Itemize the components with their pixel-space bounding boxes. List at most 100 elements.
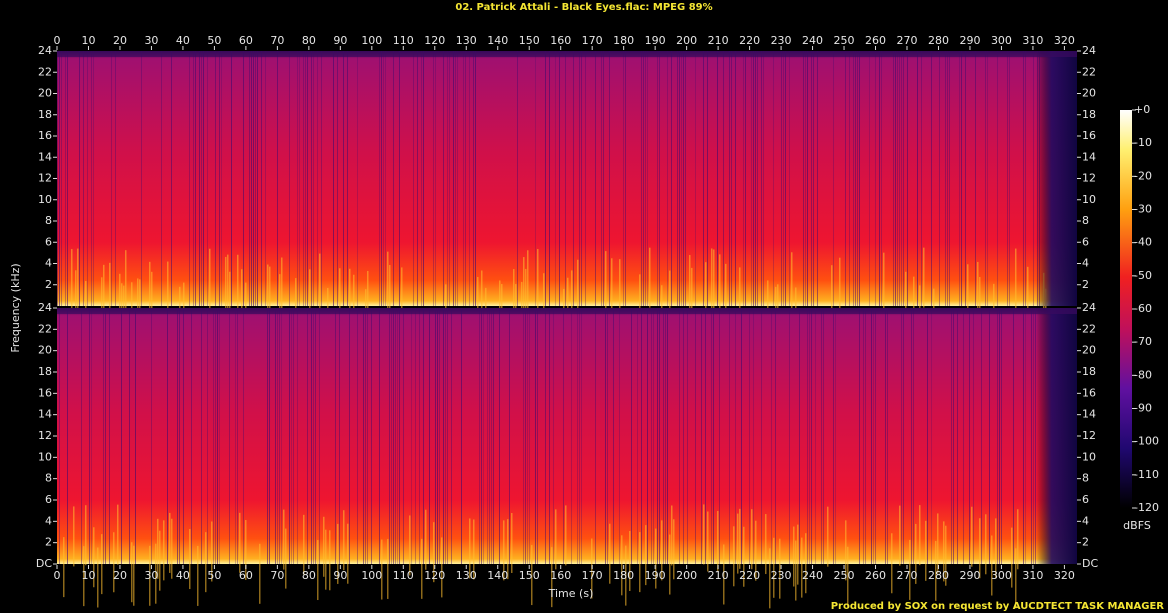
x-tick-label: 170 (582, 569, 603, 582)
y-tick-label: 2 (1082, 536, 1089, 549)
y-tick-label: DC (36, 557, 52, 570)
y-tick-label: 16 (38, 386, 52, 399)
fade (57, 308, 1077, 564)
x-tick-label: 140 (487, 34, 508, 47)
y-tick-label: 24 (38, 44, 52, 57)
colorbar-tick-label: +0 (1134, 103, 1150, 116)
streak (979, 277, 981, 338)
x-tick-label: 40 (176, 34, 190, 47)
x-tick-label: 160 (550, 34, 571, 47)
colorbar-tick-label: -90 (1134, 402, 1152, 415)
x-tick-label: 20 (113, 569, 127, 582)
x-tick-label: 10 (81, 569, 95, 582)
colorbar-tick-label: -80 (1134, 368, 1152, 381)
x-tick-label: 0 (54, 569, 61, 582)
x-tick-label: 60 (239, 569, 253, 582)
x-tick-label: 120 (424, 34, 445, 47)
streak (625, 545, 627, 606)
y-tick-label: 18 (38, 108, 52, 121)
x-tick-label: 180 (613, 34, 634, 47)
colorbar-tick-label: -20 (1134, 169, 1152, 182)
x-tick-label: 320 (1054, 569, 1075, 582)
y-tick-label: 24 (38, 301, 52, 314)
x-tick-label: 100 (361, 569, 382, 582)
x-tick-label: 210 (708, 569, 729, 582)
streak (567, 277, 569, 338)
x-tick-label: 100 (361, 34, 382, 47)
streak (913, 276, 915, 337)
y-tick-label: 4 (1082, 257, 1089, 270)
y-tick-label: 22 (38, 322, 52, 335)
colorbar (1120, 110, 1132, 508)
x-tick-label: 250 (834, 569, 855, 582)
y-axis-label: Frequency (kHz) (9, 263, 22, 352)
streak (801, 537, 803, 598)
colorbar-tick-label: -110 (1134, 468, 1159, 481)
fade (57, 51, 1077, 306)
x-tick-label: 320 (1054, 34, 1075, 47)
y-tick-label: 12 (1082, 429, 1096, 442)
streak (773, 537, 775, 598)
top-band (57, 51, 1077, 57)
streak (991, 535, 993, 596)
streak (259, 543, 261, 604)
x-tick-label: 80 (302, 569, 316, 582)
y-tick-label: 2 (45, 278, 52, 291)
x-tick-label: 130 (456, 34, 477, 47)
y-tick-label: 20 (1082, 87, 1096, 100)
x-tick-label: 190 (645, 569, 666, 582)
streak (935, 540, 937, 601)
streak (847, 546, 849, 607)
x-tick-label: 90 (333, 569, 347, 582)
x-tick-label: 210 (708, 34, 729, 47)
y-tick-label: 18 (1082, 365, 1096, 378)
y-tick-label: 8 (45, 214, 52, 227)
streak (101, 534, 103, 595)
streak (669, 534, 671, 595)
y-tick-label: 22 (38, 65, 52, 78)
colorbar-tick-label: -60 (1134, 302, 1152, 315)
y-tick-label: 22 (1082, 65, 1096, 78)
colorbar-tick-label: -10 (1134, 136, 1152, 149)
y-tick-label: 6 (1082, 235, 1089, 248)
streak (723, 544, 725, 605)
y-tick-label: 10 (38, 193, 52, 206)
y-tick-label: 6 (45, 235, 52, 248)
streak (769, 548, 771, 609)
x-tick-label: 10 (81, 34, 95, 47)
colorbar-tick-label: -50 (1134, 269, 1152, 282)
x-tick-label: 150 (519, 34, 540, 47)
colorbar-label: dBFS (1123, 519, 1151, 532)
colorbar-tick-label: -100 (1134, 435, 1159, 448)
streak (1015, 548, 1017, 609)
x-tick-label: 220 (739, 569, 760, 582)
y-tick-label: 2 (45, 536, 52, 549)
streak (477, 276, 479, 337)
colorbar-tick-label: -30 (1134, 203, 1152, 216)
x-tick-label: 80 (302, 34, 316, 47)
streak (197, 545, 199, 606)
x-tick-label: 50 (207, 34, 221, 47)
x-tick-label: 180 (613, 569, 634, 582)
y-tick-label: 20 (38, 344, 52, 357)
streak (779, 538, 781, 599)
x-tick-label: 50 (207, 569, 221, 582)
streak (531, 545, 533, 606)
x-tick-label: 130 (456, 569, 477, 582)
x-tick-label: 170 (582, 34, 603, 47)
x-tick-label: 230 (771, 34, 792, 47)
y-tick-label: 20 (38, 87, 52, 100)
x-axis-label: Time (s) (548, 587, 594, 600)
x-tick-label: 300 (991, 34, 1012, 47)
y-tick-label: 18 (1082, 108, 1096, 121)
colorbar-tick-label: -70 (1134, 335, 1152, 348)
x-tick-label: 230 (771, 569, 792, 582)
y-tick-label: 16 (1082, 129, 1096, 142)
y-tick-label: 14 (38, 408, 52, 421)
y-tick-label: 6 (1082, 493, 1089, 506)
colorbar-tick-label: -40 (1134, 236, 1152, 249)
x-tick-label: 310 (1022, 569, 1043, 582)
x-tick-label: 40 (176, 569, 190, 582)
y-tick-label: 22 (1082, 322, 1096, 335)
